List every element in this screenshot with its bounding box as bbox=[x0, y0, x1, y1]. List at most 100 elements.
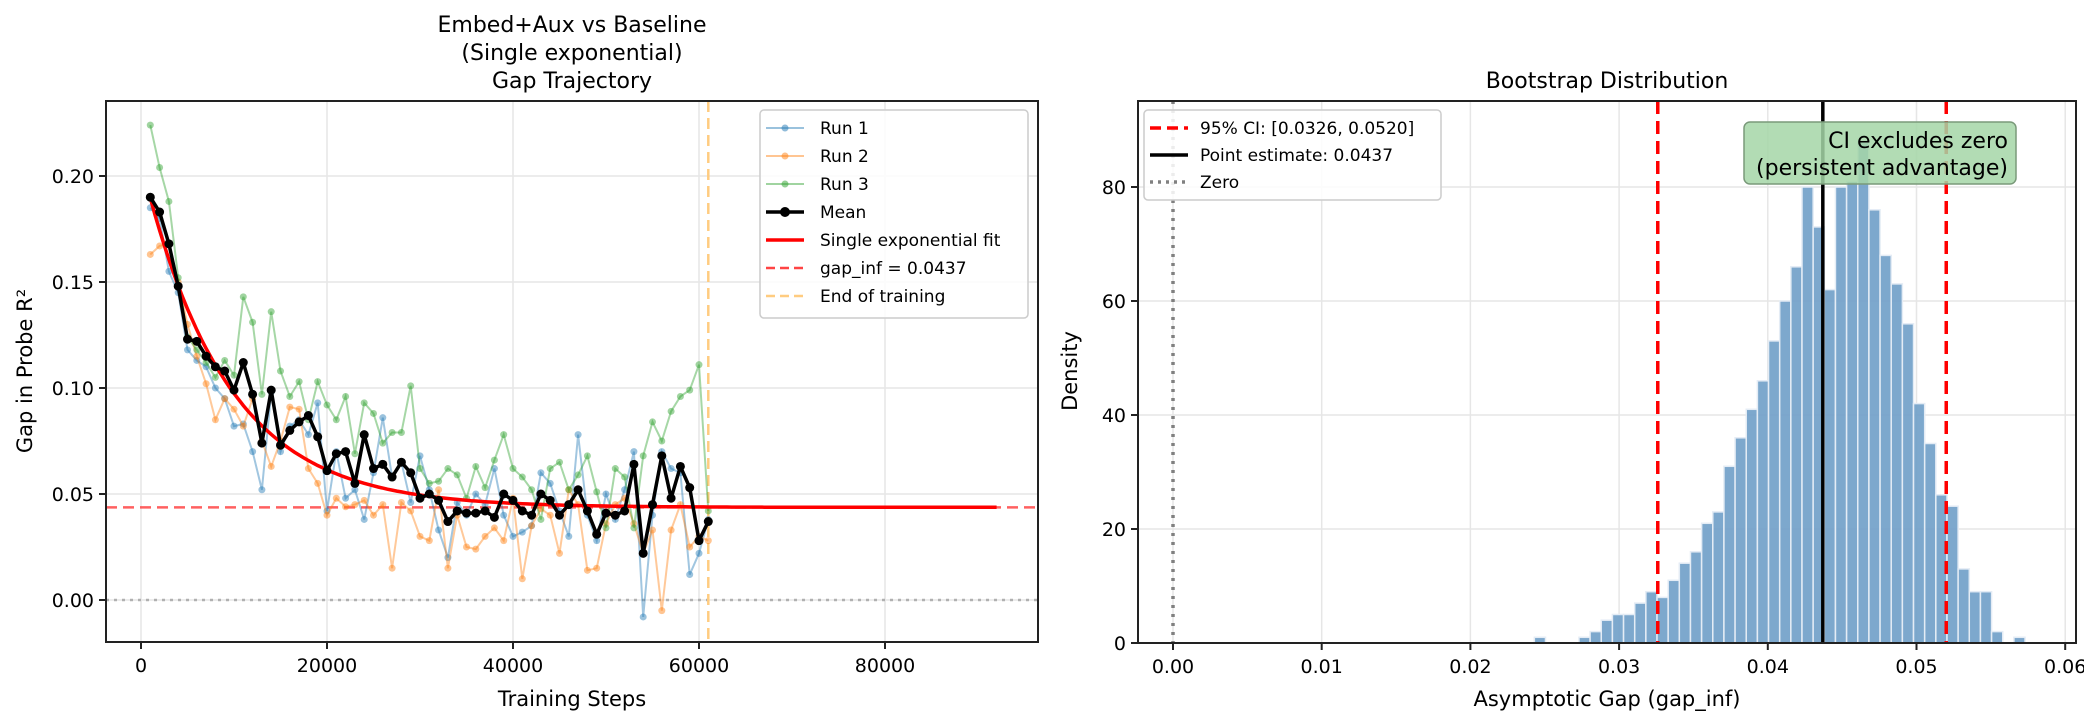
legend-label: Zero bbox=[1200, 173, 1239, 193]
legend: 95% CI: [0.0326, 0.0520] Point estimate:… bbox=[1143, 109, 1442, 201]
chart-title-line-1: Embed+Aux vs Baseline bbox=[438, 13, 707, 38]
x-tick-label: 0.00 bbox=[1152, 656, 1194, 678]
histogram-bar bbox=[1868, 209, 1881, 644]
histogram-bar bbox=[1845, 180, 1859, 644]
x-tick-label: 0.03 bbox=[1598, 656, 1640, 678]
circle-marker-icon bbox=[780, 207, 790, 217]
legend-item-zero: Zero bbox=[1150, 173, 1239, 193]
legend-item-mean: Mean bbox=[766, 203, 866, 223]
legend-label: Run 2 bbox=[820, 147, 869, 167]
series-run-1 bbox=[146, 204, 712, 621]
y-tick-label: 20 bbox=[1102, 519, 1126, 541]
axis-ticks: 0.00 0.01 0.02 0.03 0.04 0.05 0.06 0 20 40 60 80 bbox=[1102, 177, 2084, 678]
x-tick-label: 0.04 bbox=[1747, 656, 1789, 678]
annotation-line-2: (persistent advantage) bbox=[1756, 156, 2008, 181]
legend-item-run2: Run 2 bbox=[766, 147, 869, 167]
legend-item-run1: Run 1 bbox=[766, 119, 869, 139]
legend-item-gap-inf: gap_inf = 0.0437 bbox=[766, 259, 967, 279]
legend-label: Mean bbox=[820, 203, 866, 223]
legend-item-fit: Single exponential fit bbox=[766, 231, 1001, 251]
histogram-bar bbox=[1857, 140, 1870, 644]
histogram-bar bbox=[1667, 579, 1681, 644]
legend: Run 1 Run 2 Run 3 Mean Single exponentia… bbox=[759, 109, 1029, 319]
legend-label: End of training bbox=[820, 287, 945, 307]
histogram-bars bbox=[1533, 140, 2026, 644]
circle-marker-icon bbox=[781, 124, 789, 132]
histogram-bar bbox=[1734, 437, 1747, 644]
histogram-bar bbox=[1990, 630, 2004, 644]
annotation-box: CI excludes zero (persistent advantage) bbox=[1743, 121, 2017, 185]
histogram-bar bbox=[1946, 505, 1959, 644]
histogram-bar bbox=[1645, 590, 1658, 644]
legend-label: 95% CI: [0.0326, 0.0520] bbox=[1200, 119, 1414, 139]
y-tick-label: 0.05 bbox=[52, 484, 94, 506]
histogram-bar bbox=[1957, 568, 1971, 644]
x-tick-label: 0.02 bbox=[1449, 656, 1491, 678]
y-tick-label: 0.10 bbox=[52, 378, 94, 400]
histogram-bar bbox=[1968, 590, 1982, 644]
legend-item-point-estimate: Point estimate: 0.0437 bbox=[1150, 146, 1393, 166]
chart-title-line-2: (Single exponential) bbox=[461, 41, 682, 66]
legend-box bbox=[1143, 109, 1442, 201]
histogram-bar bbox=[1611, 613, 1625, 644]
y-axis-label: Density bbox=[1058, 331, 1082, 411]
y-axis-label: Gap in Probe R² bbox=[13, 289, 37, 453]
legend-item-run3: Run 3 bbox=[766, 175, 869, 195]
trajectory-chart: Embed+Aux vs Baseline (Single exponentia… bbox=[13, 13, 1039, 711]
series-run-3 bbox=[146, 121, 712, 532]
chart-title: Bootstrap Distribution bbox=[1486, 69, 1729, 94]
histogram-bar bbox=[1890, 283, 1904, 644]
y-tick-label: 0.20 bbox=[52, 166, 94, 188]
histogram-bar bbox=[1778, 300, 1792, 644]
histogram-bar bbox=[1712, 511, 1725, 644]
histogram-bar bbox=[1600, 619, 1614, 644]
x-tick-label: 0.06 bbox=[2044, 656, 2084, 678]
x-tick-label: 0 bbox=[135, 655, 147, 677]
histogram-bar bbox=[1678, 562, 1692, 644]
histogram-bar bbox=[1790, 266, 1803, 644]
x-tick-label: 0.05 bbox=[1895, 656, 1937, 678]
chart-title-line-3: Gap Trajectory bbox=[492, 69, 652, 94]
annotation-background bbox=[1743, 121, 2017, 185]
histogram-bar bbox=[1823, 288, 1837, 644]
histogram-bar bbox=[1700, 522, 1714, 644]
y-tick-label: 60 bbox=[1102, 291, 1126, 313]
bootstrap-histogram: Bootstrap Distribution 0.00 0.01 0.02 0.03 0… bbox=[1058, 69, 2084, 712]
x-tick-label: 20000 bbox=[297, 655, 357, 677]
legend-label: Point estimate: 0.0437 bbox=[1200, 146, 1393, 166]
axes-frame bbox=[105, 100, 1039, 643]
histogram-bar bbox=[1912, 402, 1926, 644]
x-axis-label: Training Steps bbox=[497, 687, 646, 711]
x-axis-label: Asymptotic Gap (gap_inf) bbox=[1474, 687, 1741, 712]
x-tick-label: 80000 bbox=[855, 655, 915, 677]
plot-area bbox=[106, 101, 1038, 642]
legend-label: Run 1 bbox=[820, 119, 869, 139]
histogram-bar bbox=[1834, 186, 1848, 644]
histogram-bar bbox=[1723, 465, 1736, 644]
plot-area bbox=[1171, 101, 2026, 644]
x-tick-label: 0.01 bbox=[1301, 656, 1343, 678]
legend-label: Run 3 bbox=[820, 175, 869, 195]
histogram-bar bbox=[1622, 613, 1636, 644]
histogram-bar bbox=[1901, 323, 1915, 644]
histogram-bar bbox=[1633, 602, 1647, 644]
histogram-bar bbox=[1756, 380, 1770, 644]
x-tick-label: 60000 bbox=[669, 655, 729, 677]
y-tick-label: 40 bbox=[1102, 405, 1126, 427]
legend-box bbox=[759, 109, 1029, 319]
histogram-bar bbox=[1801, 186, 1814, 644]
legend-label: Single exponential fit bbox=[820, 231, 1001, 251]
histogram-bar bbox=[1589, 630, 1603, 644]
exponential-fit-line bbox=[148, 197, 997, 510]
legend-item-ci: 95% CI: [0.0326, 0.0520] bbox=[1150, 119, 1414, 139]
y-tick-label: 0 bbox=[1114, 633, 1126, 655]
histogram-bar bbox=[1689, 551, 1703, 644]
legend-label: gap_inf = 0.0437 bbox=[820, 259, 967, 279]
annotation-line-1: CI excludes zero bbox=[1828, 129, 2008, 154]
y-tick-label: 0.15 bbox=[52, 272, 94, 294]
circle-marker-icon bbox=[781, 180, 789, 188]
histogram-bar bbox=[1923, 442, 1937, 644]
circle-marker-icon bbox=[781, 152, 789, 160]
histogram-bar bbox=[1745, 408, 1759, 644]
